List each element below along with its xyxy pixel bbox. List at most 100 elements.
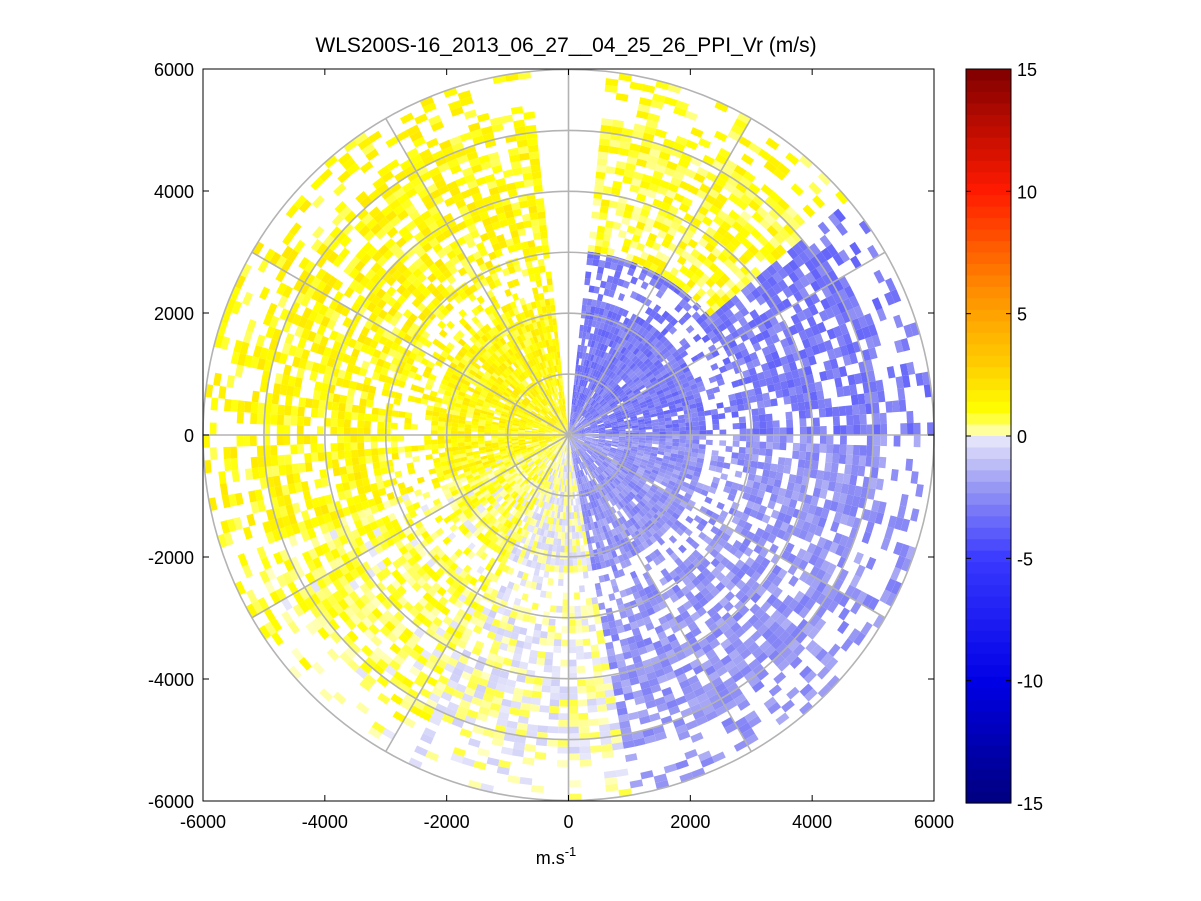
velocity-cell <box>562 471 565 479</box>
velocity-cell <box>751 454 759 462</box>
velocity-cell <box>565 438 568 445</box>
velocity-cell <box>581 338 586 346</box>
velocity-cell <box>581 558 587 566</box>
velocity-cell <box>503 461 512 466</box>
velocity-cell <box>528 471 535 478</box>
velocity-cell <box>550 468 555 476</box>
velocity-cell <box>540 422 547 427</box>
velocity-cell <box>553 511 558 519</box>
velocity-cell <box>529 366 536 374</box>
velocity-cell <box>519 497 526 505</box>
velocity-cell <box>766 435 774 443</box>
velocity-cell <box>628 394 636 400</box>
velocity-cell <box>537 513 543 522</box>
velocity-cell <box>499 448 507 453</box>
velocity-cell <box>539 637 548 646</box>
velocity-cell <box>569 438 573 445</box>
velocity-cell <box>551 447 558 453</box>
velocity-cell <box>489 403 497 409</box>
velocity-cell <box>514 413 522 418</box>
velocity-cell <box>527 460 534 467</box>
velocity-cell <box>590 399 596 406</box>
velocity-cell <box>585 438 592 441</box>
velocity-cell <box>590 361 595 369</box>
velocity-cell <box>520 490 527 498</box>
velocity-cell <box>596 396 603 403</box>
velocity-cell <box>624 401 633 407</box>
velocity-cell <box>484 426 492 430</box>
velocity-cell <box>634 406 642 411</box>
velocity-cell <box>569 445 571 453</box>
velocity-cell <box>546 424 554 429</box>
velocity-cell <box>524 436 532 439</box>
velocity-cell <box>616 417 624 422</box>
velocity-cell <box>578 407 583 415</box>
velocity-cell <box>558 572 564 580</box>
velocity-cell <box>627 408 635 414</box>
velocity-cell <box>639 477 648 484</box>
velocity-cell <box>471 418 480 423</box>
velocity-cell <box>549 605 557 613</box>
velocity-cell <box>506 465 514 471</box>
velocity-cell <box>531 439 539 442</box>
velocity-cell <box>524 485 531 493</box>
velocity-cell <box>545 651 554 660</box>
velocity-cell <box>762 469 771 478</box>
velocity-cell <box>529 451 536 456</box>
velocity-cell <box>553 639 562 647</box>
velocity-cell <box>543 480 548 488</box>
velocity-cell <box>538 438 546 441</box>
velocity-cell <box>512 361 520 369</box>
velocity-cell <box>544 495 549 503</box>
velocity-cell <box>502 380 510 388</box>
velocity-cell <box>651 395 659 401</box>
velocity-cell <box>545 414 551 420</box>
velocity-cell <box>576 440 583 446</box>
velocity-cell <box>478 419 486 424</box>
velocity-cell <box>615 377 623 385</box>
velocity-cell <box>575 422 581 428</box>
velocity-cell <box>644 445 652 450</box>
velocity-cell <box>545 481 550 489</box>
velocity-cell <box>554 477 558 485</box>
velocity-cell <box>610 447 618 451</box>
velocity-cell <box>539 500 545 508</box>
velocity-cell <box>580 446 586 453</box>
velocity-cell <box>575 358 580 366</box>
velocity-cell <box>591 463 597 470</box>
velocity-cell <box>799 443 807 452</box>
velocity-cell <box>549 496 554 504</box>
velocity-cell <box>618 442 626 445</box>
velocity-cell <box>558 433 565 435</box>
velocity-cell <box>502 456 510 462</box>
velocity-cell <box>576 511 581 519</box>
velocity-cell <box>588 457 594 464</box>
velocity-cell <box>561 626 569 633</box>
velocity-cell <box>571 532 576 540</box>
velocity-cell <box>768 470 777 479</box>
velocity-cell <box>610 421 618 425</box>
velocity-cell <box>622 385 630 392</box>
velocity-cell <box>578 463 583 470</box>
velocity-cell <box>527 199 537 208</box>
velocity-cell <box>581 454 586 461</box>
velocity-cell <box>573 471 577 479</box>
velocity-cell <box>762 392 771 401</box>
velocity-cell <box>604 422 612 427</box>
velocity-cell <box>551 454 556 461</box>
velocity-cell <box>571 411 574 419</box>
velocity-cell <box>495 390 503 397</box>
velocity-cell <box>770 398 778 407</box>
velocity-cell <box>616 476 623 483</box>
velocity-cell <box>584 440 592 444</box>
velocity-cell <box>655 456 664 462</box>
velocity-cell <box>332 467 341 477</box>
velocity-cell <box>678 442 686 448</box>
velocity-cell <box>579 416 585 423</box>
velocity-cell <box>595 448 602 453</box>
velocity-cell <box>585 437 592 440</box>
velocity-cell <box>503 369 511 377</box>
velocity-cell <box>624 387 632 394</box>
velocity-cell <box>583 442 590 447</box>
velocity-cell <box>645 383 653 390</box>
